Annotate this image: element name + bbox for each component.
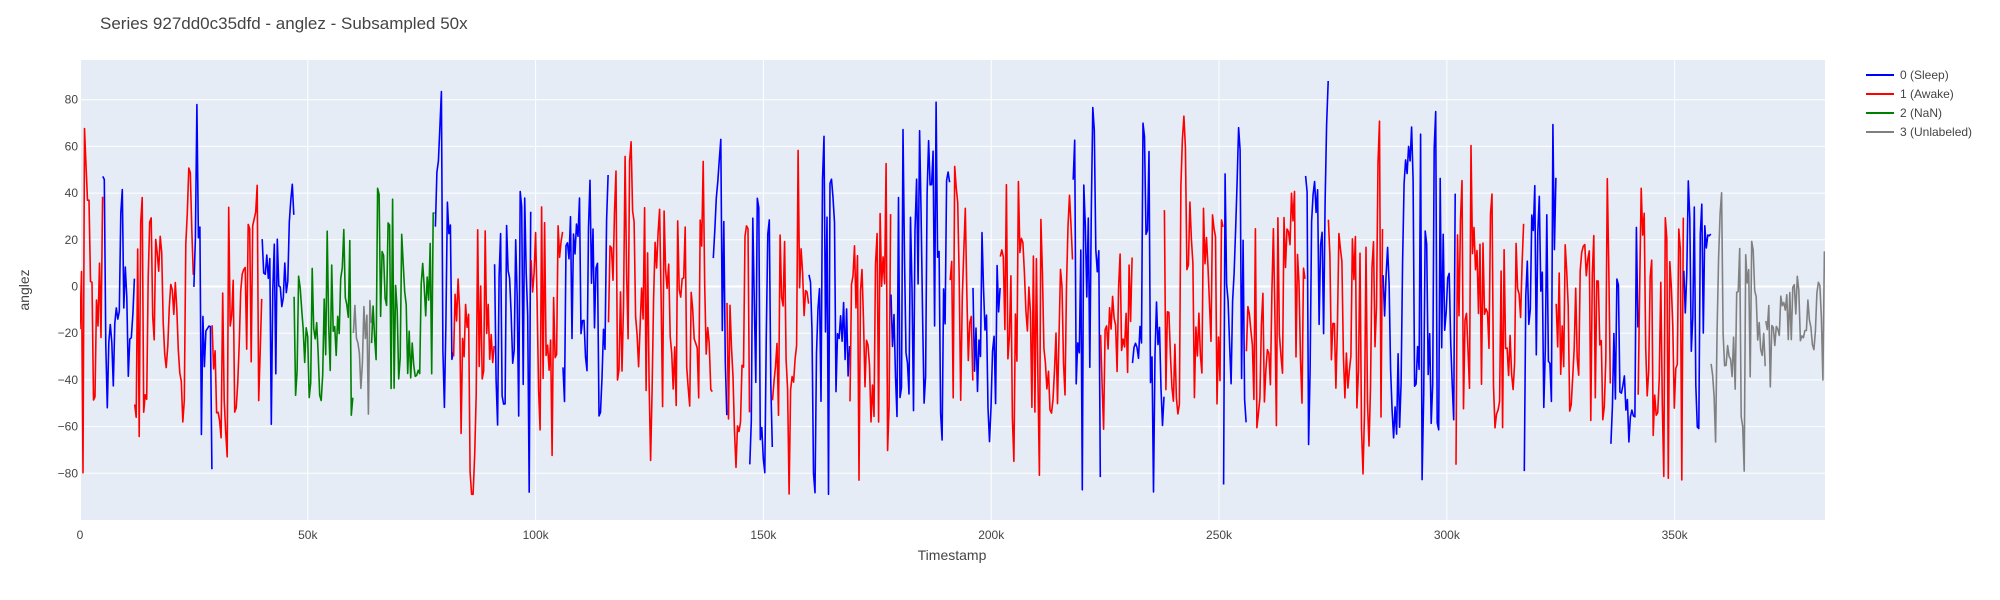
legend[interactable]: 0 (Sleep) 1 (Awake) 2 (NaN) 3 (Unlabeled) — [1866, 68, 1972, 139]
series-line-segment — [211, 184, 263, 458]
series-line-segment — [949, 165, 974, 402]
series-line-segment — [452, 229, 495, 496]
legend-item[interactable]: 2 (NaN) — [1866, 106, 1942, 120]
series-line-segment — [712, 138, 728, 416]
series-line-segment — [771, 149, 810, 495]
series-line-segment — [1637, 187, 1685, 481]
series-line-segment — [849, 162, 892, 481]
series-line-segment — [1099, 253, 1133, 431]
y-tick-label: −40 — [58, 373, 79, 387]
y-tick-label: −60 — [58, 420, 79, 434]
y-tick-labels: 80 60 40 20 0 −20 −40 −60 −80 — [58, 93, 79, 481]
series-line-segment — [999, 180, 1074, 477]
legend-label: 0 (Sleep) — [1900, 68, 1949, 82]
series-line-segment — [1327, 120, 1384, 475]
series-line-segment — [890, 101, 951, 441]
series-line-segment — [607, 141, 713, 462]
series-line-segment — [80, 127, 104, 474]
series-line-segment — [434, 90, 455, 409]
x-tick-labels: 0 50k 100k 150k 200k 250k 300k 350k — [77, 528, 1689, 542]
grid — [79, 60, 1825, 520]
x-tick-label: 0 — [77, 528, 84, 542]
series-line-segment — [1455, 144, 1525, 465]
series-lines — [80, 80, 1825, 496]
series-line-segment — [352, 299, 373, 415]
series-line-segment — [1382, 110, 1456, 481]
chart-title: Series 927dd0c35dfd - anglez - Subsample… — [100, 14, 468, 33]
series-line-segment — [1610, 226, 1639, 444]
legend-label: 3 (Unlabeled) — [1900, 125, 1972, 139]
y-tick-label: 40 — [65, 186, 79, 200]
series-line-segment — [1072, 106, 1102, 491]
x-tick-label: 250k — [1206, 528, 1233, 542]
series-line-segment — [562, 174, 609, 417]
x-tick-label: 150k — [750, 528, 777, 542]
series-line-segment — [1765, 251, 1825, 388]
series-line-segment — [370, 187, 435, 390]
y-tick-label: 80 — [65, 93, 79, 107]
series-line-segment — [808, 135, 851, 496]
y-tick-label: −20 — [58, 326, 79, 340]
x-axis-title: Timestamp — [918, 547, 987, 563]
y-tick-label: −80 — [58, 466, 79, 480]
series-line-segment — [749, 197, 774, 474]
series-line-segment — [261, 183, 295, 426]
series-line-segment — [102, 176, 136, 409]
series-line-segment — [1304, 80, 1329, 446]
legend-item[interactable]: 3 (Unlabeled) — [1866, 125, 1972, 139]
y-axis-title: anglez — [16, 269, 32, 310]
x-tick-label: 100k — [523, 528, 550, 542]
legend-item[interactable]: 1 (Awake) — [1866, 87, 1954, 101]
series-line-segment — [293, 228, 354, 417]
y-tick-label: 0 — [71, 279, 78, 293]
series-line-segment — [1555, 177, 1612, 422]
x-tick-label: 350k — [1662, 528, 1689, 542]
x-tick-label: 200k — [978, 528, 1005, 542]
y-tick-label: 60 — [65, 139, 79, 153]
series-line-segment — [1131, 122, 1165, 493]
series-line-segment — [1523, 123, 1557, 472]
series-line-segment — [726, 225, 751, 469]
series-line-segment — [1683, 180, 1712, 430]
series-line-segment — [1222, 126, 1247, 485]
legend-item[interactable]: 0 (Sleep) — [1866, 68, 1949, 82]
series-line-segment — [493, 190, 532, 493]
legend-label: 2 (NaN) — [1900, 106, 1942, 120]
y-tick-label: 20 — [65, 233, 79, 247]
series-line-segment — [133, 167, 195, 438]
series-line-segment — [1163, 115, 1224, 415]
x-tick-label: 300k — [1434, 528, 1461, 542]
legend-label: 1 (Awake) — [1900, 87, 1954, 101]
series-line-segment — [1710, 192, 1766, 472]
series-line-segment — [972, 231, 1001, 443]
x-tick-label: 50k — [298, 528, 318, 542]
series-line-segment — [530, 206, 564, 457]
series-line-segment — [193, 103, 213, 470]
series-line-segment — [1245, 190, 1306, 429]
